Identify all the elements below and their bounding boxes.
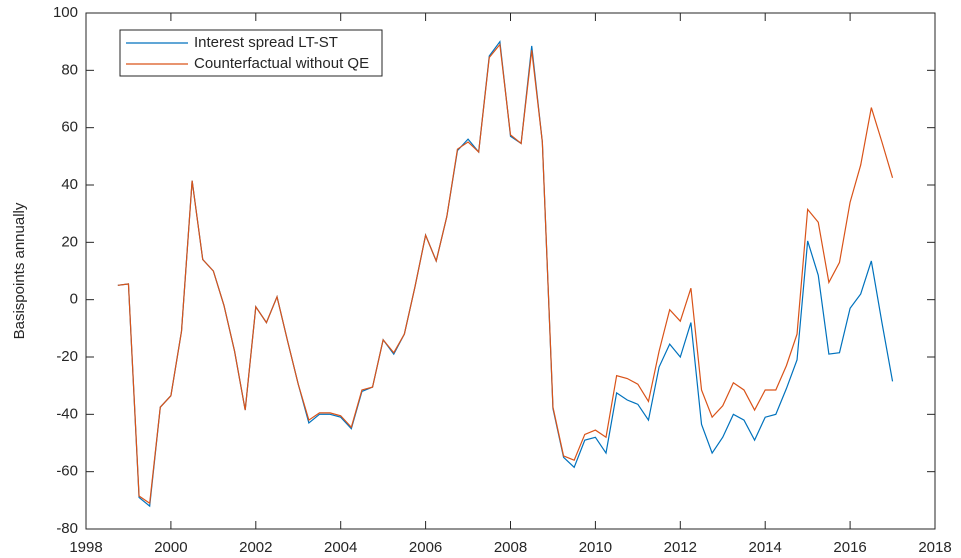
x-tick-label: 1998 — [69, 539, 102, 556]
y-axis-label: Basispoints annually — [11, 202, 28, 339]
y-tick-label: 60 — [61, 119, 78, 136]
x-tick-label: 2010 — [579, 539, 612, 556]
x-tick-label: 2008 — [494, 539, 527, 556]
y-tick-label: 0 — [70, 291, 78, 308]
x-tick-label: 2018 — [918, 539, 951, 556]
y-tick-label: 20 — [61, 233, 78, 250]
legend-label: Counterfactual without QE — [194, 55, 369, 72]
x-tick-label: 2004 — [324, 539, 357, 556]
legend-label: Interest spread LT-ST — [194, 34, 338, 51]
legend-box — [119, 29, 383, 77]
x-tick-label: 2014 — [749, 539, 782, 556]
x-tick-label: 2016 — [833, 539, 866, 556]
x-tick-label: 2006 — [409, 539, 442, 556]
x-tick-label: 2012 — [664, 539, 697, 556]
x-tick-label: 2002 — [239, 539, 272, 556]
y-tick-label: 100 — [53, 4, 78, 21]
x-tick-label: 2000 — [154, 539, 187, 556]
y-tick-label: -60 — [56, 463, 78, 480]
y-tick-label: -40 — [56, 405, 78, 422]
y-tick-label: 40 — [61, 176, 78, 193]
y-tick-label: -20 — [56, 348, 78, 365]
line-series — [117, 43, 894, 505]
y-tick-label: 80 — [61, 61, 78, 78]
line-series — [117, 40, 894, 508]
y-tick-label: -80 — [56, 520, 78, 537]
